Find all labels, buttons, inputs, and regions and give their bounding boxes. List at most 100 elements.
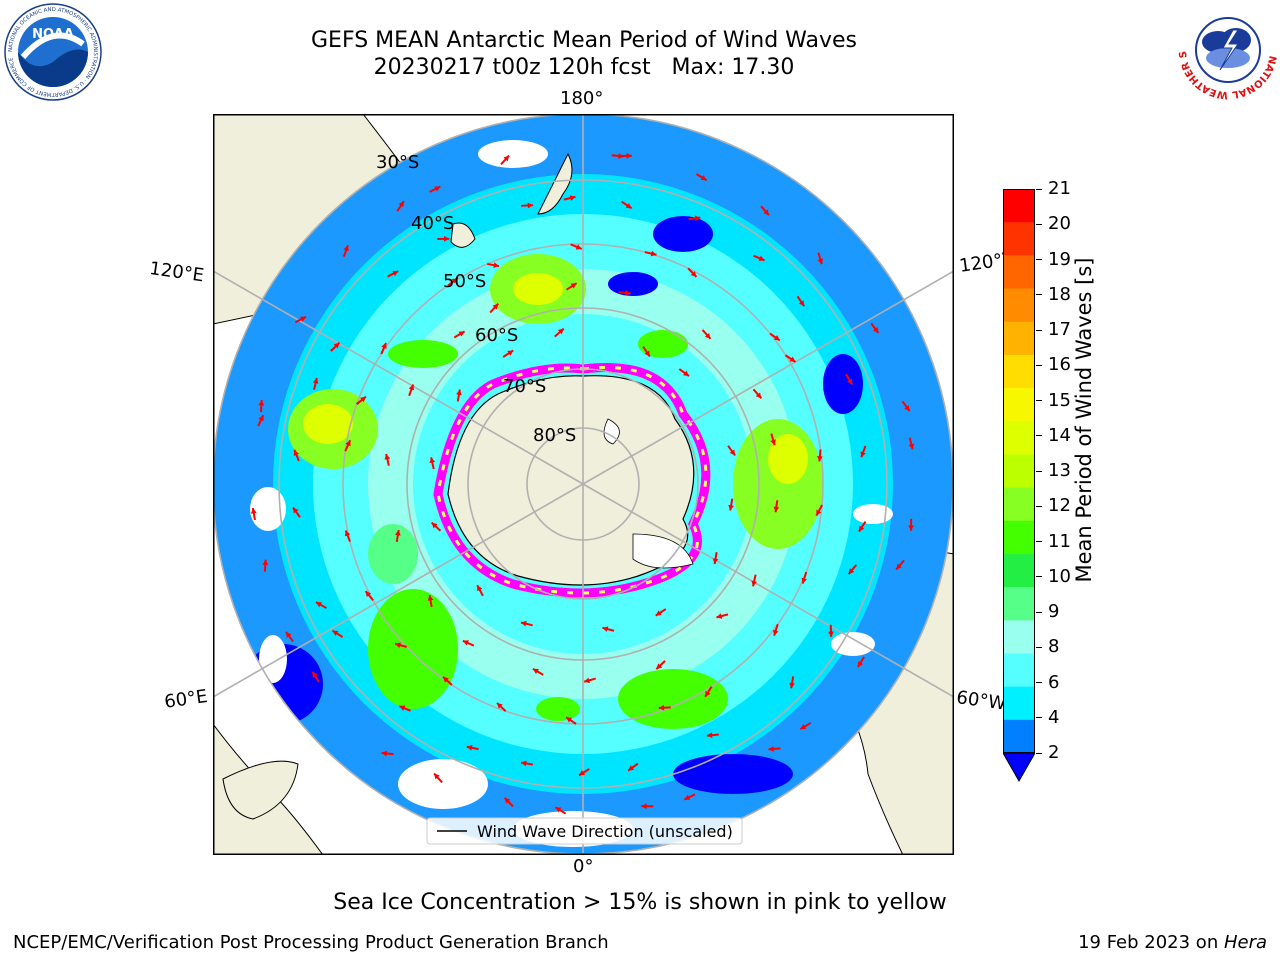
wind-arrow-head [575,244,582,250]
wind-arrow-head [557,328,564,335]
wind-arrow-head [690,271,697,277]
wind-arrow-head [904,405,910,412]
wind-arrow-head [345,440,351,447]
wind-arrow-head [729,449,736,456]
wind-arrow-head [332,630,339,636]
wind-arrow-head [712,558,719,565]
colorbar-label: Mean Period of Wind Waves [s] [1072,257,1096,583]
land-madagascar [222,760,299,820]
wind-arrow-head [466,744,473,751]
wind-arrow-head [384,453,391,460]
wind-arrow-head [570,283,577,289]
lat-label-30s: 30°S [376,152,419,173]
wind-arrow-head [789,356,796,362]
wind-arrow-head [896,563,902,570]
wind-arrow-head [492,303,499,310]
wind-arrow-head [458,331,465,337]
colorbar-tick: 13 [1036,460,1071,481]
wind-arrow-head [751,580,757,587]
colorbar-bin [1003,288,1035,323]
wind-arrow-head [773,506,780,513]
lon-label-0: 0° [573,856,594,877]
caption: Sea Ice Concentration > 15% is shown in … [333,890,947,915]
land-new-zealand [537,152,573,215]
wind-arrow-head [381,342,387,349]
wind-arrow-head [683,370,690,377]
colorbar-bin [1003,421,1035,455]
wind-arrow-head [566,717,573,723]
colorbar-bin [1003,587,1035,621]
wind-arrow-head [360,396,366,403]
wind-arrow-head [728,504,734,511]
wind-arrow-head [848,568,855,575]
colorbar-tick: 15 [1036,390,1071,411]
colorbar-bin [1003,454,1035,489]
wind-arrow-head [641,803,647,810]
colorbar-bin [1003,189,1035,223]
wind-arrow-head [451,278,458,284]
wind-arrow-head [758,255,765,261]
lat-label-40s: 40°S [411,213,454,234]
wind-arrow-head [828,631,834,637]
wind-arrow-head [658,704,665,711]
wind-arrow-head [496,702,503,709]
colorbar-extend-arrow [1002,752,1036,783]
wind-arrow-head [908,443,915,450]
wind-arrow-head [365,591,372,597]
colorbar-tick: 11 [1036,531,1071,552]
footer-credit: NCEP/EMC/Verification Post Processing Pr… [13,932,609,953]
colorbar-tick: 10 [1036,566,1071,587]
noaa-logo: NATIONAL OCEANIC AND ATMOSPHERIC ADMINIS… [3,2,103,102]
wind-arrow-head [755,392,762,399]
wind-arrow-head [789,682,795,689]
colorbar-bin [1003,553,1035,588]
wind-arrow-head [625,289,631,296]
wind-arrow-head [817,258,824,265]
lon-label-180: 180° [560,88,604,109]
wind-arrow-head [443,236,450,242]
colorbar-bin [1003,487,1035,522]
wind-arrow-head [858,525,865,532]
colorbar-tick: 16 [1036,354,1071,375]
wind-arrow-head [431,522,438,529]
wind-arrow-head [704,332,711,339]
wind-arrow-head [768,746,774,752]
wind-arrow-head [429,457,436,464]
wind-arrow-head [333,342,340,349]
wind-arrow-head [286,631,292,638]
wind-arrow-head [395,642,401,648]
wind-arrow-head [694,215,701,222]
colorbar-bin [1003,520,1035,555]
colorbar-bin [1003,653,1035,688]
wind-arrow-head [443,676,449,683]
colorbar-bin [1003,719,1035,754]
wind-arrow-head [344,530,351,537]
wind-arrow-head [798,300,805,307]
wind-arrow-head [293,449,300,456]
colorbar-bin [1003,321,1035,356]
lat-label-70s: 70°S [503,376,546,397]
wind-arrow-head [434,773,440,780]
chart-title: GEFS MEAN Antarctic Mean Period of Wind … [311,28,857,53]
colorbar-bin [1003,255,1035,290]
wind-arrow-head [801,577,807,584]
wind-arrow-head [908,525,914,531]
wind-arrow-head [684,794,691,800]
wind-arrow-head [258,415,264,422]
wind-arrow-head [398,201,404,208]
wind-arrow-head [399,705,406,711]
wind-arrow-head [527,202,534,209]
wind-arrow-head [456,389,462,396]
footer-date-text: 19 Feb 2023 on [1078,932,1224,953]
colorbar-tick: 19 [1036,249,1071,270]
colorbar-tick: 8 [1036,636,1059,657]
colorbar-bin [1003,354,1035,389]
colorbar-tick: 2 [1036,742,1059,763]
noaa-logo-text: NOAA [32,27,74,42]
footer-host: Hera [1223,932,1267,953]
wind-arrow-head [847,378,853,385]
chart-subtitle: 20230217 t00z 120h fcst Max: 17.30 [373,55,795,80]
wind-arrow-head [584,677,590,684]
map-legend-label: Wind Wave Direction (unscaled) [477,822,733,841]
colorbar-tick: 20 [1036,213,1071,234]
